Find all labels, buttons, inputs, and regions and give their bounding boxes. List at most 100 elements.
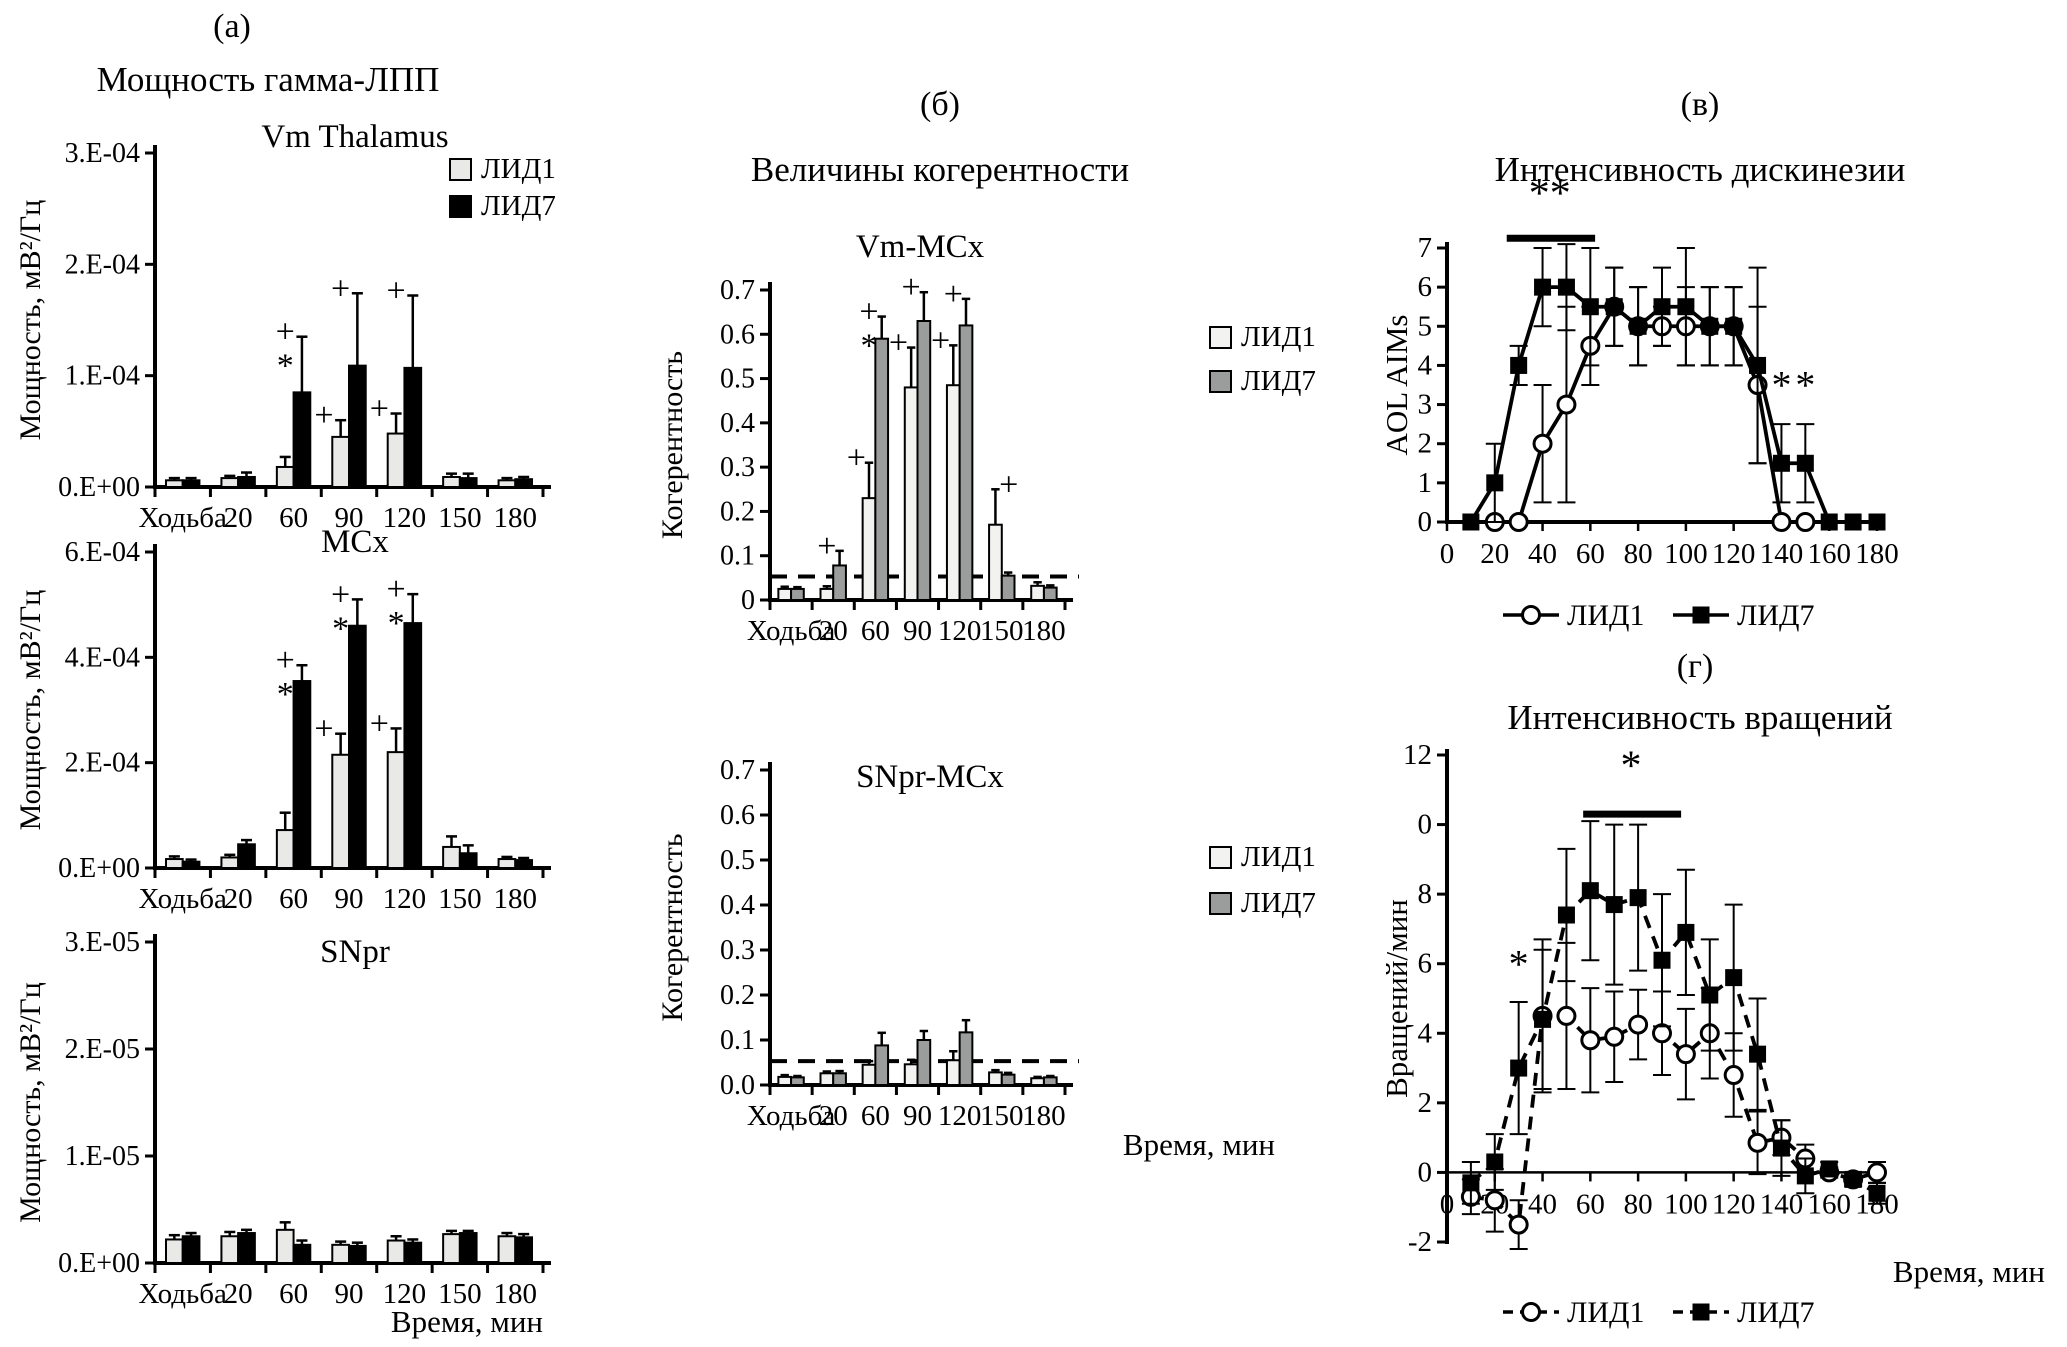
x-category-label: 90 [335,502,364,534]
y-axis-title: Когерентность [656,351,689,539]
svg-text:2.E-04: 2.E-04 [65,748,140,779]
series-lid7 [1461,820,1886,1205]
bar [348,624,367,869]
data-point [1771,512,1792,532]
svg-text:3.E-05: 3.E-05 [65,927,140,958]
legend-label: ЛИД7 [1737,599,1814,632]
data-point [1486,1153,1504,1171]
svg-text:2: 2 [1418,1087,1433,1119]
y-axis-title: Мощность, мВ²/Гц [14,590,47,831]
series-lid7 [181,1228,534,1265]
significance-mark: + [314,711,333,748]
svg-text:1.E-04: 1.E-04 [65,361,140,392]
x-category-label: 60 [279,883,308,915]
x-category-label: 90 [903,1100,932,1132]
significance-mark: + [889,325,908,362]
x-category-label: 120 [383,883,427,915]
data-point [1534,278,1552,296]
bar [916,1039,932,1086]
svg-text:140: 140 [1760,538,1804,570]
bar [181,479,201,489]
bar [1030,584,1045,602]
data-point [1749,356,1767,374]
data-point [1795,512,1816,532]
svg-text:7: 7 [1418,232,1433,264]
x-category-label: 150 [980,1100,1024,1132]
data-point [1462,1174,1480,1192]
data-point [1521,605,1541,625]
bar [442,475,461,489]
data-point [1749,1045,1767,1063]
svg-text:160: 160 [1807,538,1851,570]
bar [164,858,184,869]
svg-text:0.5: 0.5 [720,364,755,395]
x-category-label: 20 [224,1278,253,1310]
data-point [1796,454,1814,472]
series-lid1 [164,412,517,489]
data-point [1725,969,1743,987]
data-point [1510,1059,1528,1077]
bar [1000,1073,1016,1086]
data-point [1629,889,1647,907]
legend: ЛИД1 ЛИД7 [1209,321,1316,397]
data-point [1868,1184,1886,1202]
data-point [1508,512,1529,532]
x-category-label: Ходьба [747,1100,836,1132]
svg-text:1: 1 [1418,467,1433,499]
svg-text:0.E+00: 0.E+00 [58,472,140,503]
x-category-label: Ходьба [747,615,836,647]
x-axis-title: Время, мин [1123,1127,1275,1162]
x-category-label: 20 [819,1100,848,1132]
data-point [1844,513,1862,531]
svg-text:5: 5 [1418,310,1433,342]
svg-text:4: 4 [1418,1017,1433,1049]
significance-mark: * [277,676,294,713]
chart-title: Vm-MCx [856,229,985,265]
bar [458,1232,478,1265]
bar [958,1031,974,1087]
data-point [1605,896,1623,914]
significance-mark: * [861,328,878,365]
bar [988,1071,1003,1086]
bar [945,384,961,601]
bar [403,366,423,488]
bar [275,1228,295,1264]
data-point [1772,1139,1790,1157]
x-axis-title: Время, мин [1893,1254,2045,1289]
bar [832,564,847,602]
x-category-label: Ходьба [139,502,228,534]
data-point [1521,1302,1541,1322]
legend-swatch [449,158,472,181]
data-point [1701,317,1719,335]
bar [790,587,805,601]
panel-a-title: Мощность гамма-ЛПП [96,60,440,99]
data-point [1484,1190,1505,1211]
svg-text:3.E-04: 3.E-04 [65,138,140,169]
significance-mark: + [817,528,836,565]
significance-mark: + [370,705,389,742]
panel-g-letter: (г) [1676,648,1714,685]
chart-dyskinesia-intensity: AOL AIMs 0 1 2 3 4 5 6 7 0 20 40 60 80 100 120 140 160 180… [1379,171,1899,632]
data-point [1628,1014,1649,1035]
bar [386,751,406,869]
svg-text:80: 80 [1624,1188,1653,1220]
bar [777,587,793,601]
bar [164,479,184,489]
x-category-label: 150 [438,502,482,534]
bar [874,1044,890,1086]
chart-rotation-intensity: Вращений/мин-202468012020406080100120140… [1379,739,2045,1329]
x-category-label: 90 [903,615,932,647]
svg-text:0.E+00: 0.E+00 [58,1248,140,1279]
data-point [1653,951,1671,969]
svg-text:4.E-04: 4.E-04 [65,642,140,673]
bar [1042,1076,1058,1087]
legend-swatch [1209,846,1232,869]
svg-text:12: 12 [1403,739,1432,771]
data-point [1677,298,1695,316]
data-point [1692,1303,1710,1321]
svg-text:2.E-04: 2.E-04 [65,249,140,280]
